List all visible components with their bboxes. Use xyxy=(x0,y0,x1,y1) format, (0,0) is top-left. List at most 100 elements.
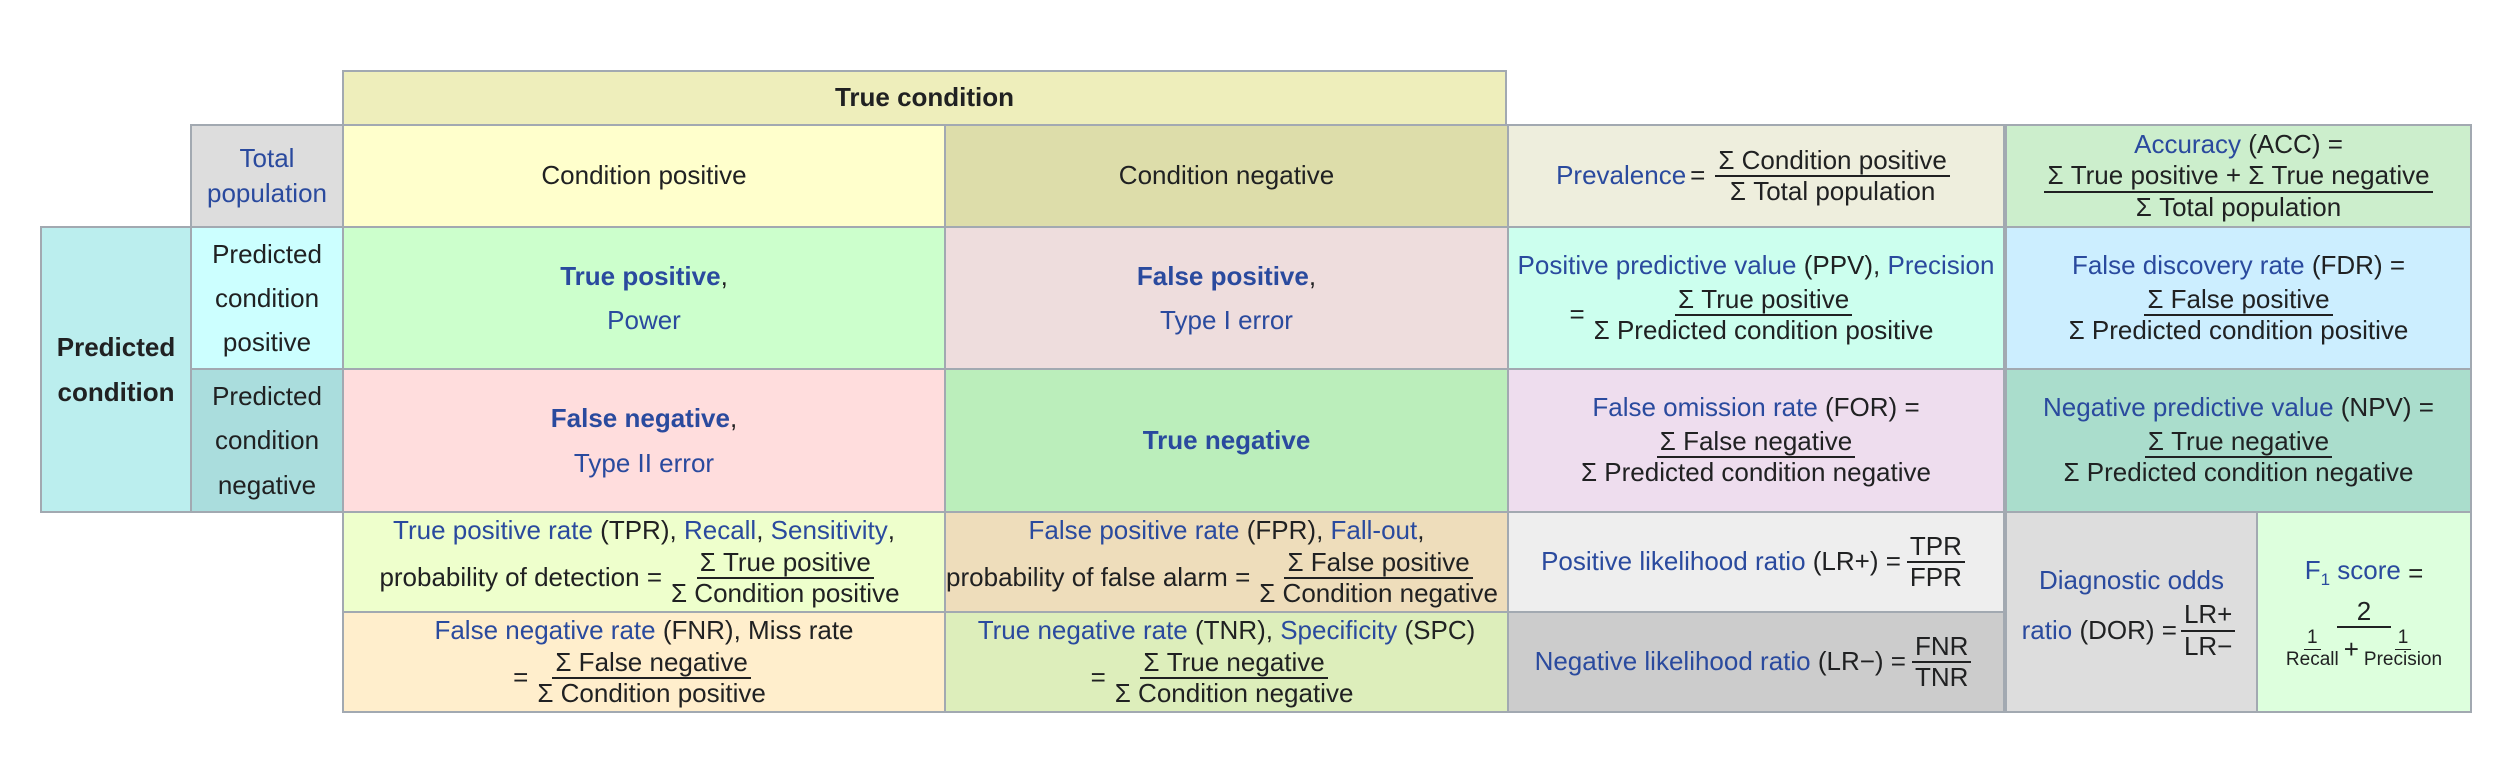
lr-negative-link[interactable]: Negative likelihood ratio xyxy=(1534,646,1811,677)
f1-subscript: 1 xyxy=(2320,570,2331,590)
fall-out-link[interactable]: Fall-out xyxy=(1330,514,1418,545)
ppv-numerator: Σ True positive xyxy=(1675,284,1853,316)
lr-positive-link[interactable]: Positive likelihood ratio xyxy=(1541,546,1806,577)
fpr-cell: False positive rate (FPR), Fall-out, pro… xyxy=(944,511,1509,613)
fpr-prefix: probability of false alarm = xyxy=(946,561,1251,592)
precision-link[interactable]: Precision xyxy=(1887,249,1995,280)
fnr-numerator: Σ False negative xyxy=(552,647,751,679)
dor-abbr: (DOR) = xyxy=(2079,615,2177,645)
tnr-abbr-2: (SPC) xyxy=(1404,614,1476,645)
ppv-cell: Positive predictive value (PPV), Precisi… xyxy=(1507,226,2005,370)
f1-score-word: score xyxy=(2337,555,2401,586)
f1-recall-fraction: 1 Recall xyxy=(2283,627,2342,671)
predicted-positive-header: Predicted condition positive xyxy=(190,226,344,370)
for-denominator: Σ Predicted condition negative xyxy=(1581,457,1931,488)
accuracy-numerator: Σ True positive + Σ True negative xyxy=(2044,161,2433,193)
lr-negative-fraction: FNR TNR xyxy=(1912,631,1972,692)
specificity-link[interactable]: Specificity xyxy=(1280,614,1398,645)
true-condition-header: True condition xyxy=(342,70,1507,126)
tnr-fraction: Σ True negative Σ Condition negative xyxy=(1112,647,1357,708)
npv-numerator: Σ True negative xyxy=(2144,427,2333,459)
for-fraction: Σ False negative Σ Predicted condition n… xyxy=(1578,427,1934,487)
tnr-abbr: (TNR), xyxy=(1195,614,1273,645)
tnr-cell: True negative rate (TNR), Specificity (S… xyxy=(944,611,1509,713)
predicted-positive-label: Predicted condition positive xyxy=(212,238,322,358)
fpr-comma: , xyxy=(1417,514,1425,545)
true-condition-label: True condition xyxy=(834,82,1015,113)
predicted-negative-header: Predicted condition negative xyxy=(190,368,344,513)
f1-fraction: 2 1 Recall + 1 Precision xyxy=(2278,596,2450,671)
tnr-numerator: Σ True negative xyxy=(1140,647,1328,679)
fdr-abbr: (FDR) = xyxy=(2311,249,2406,280)
false-positive-link[interactable]: False positive xyxy=(1136,260,1309,291)
fpr-abbr: (FPR), xyxy=(1246,514,1324,545)
sensitivity-link[interactable]: Sensitivity xyxy=(770,514,888,545)
f1-equals: = xyxy=(2408,557,2424,588)
dor-link-line1[interactable]: Diagnostic odds xyxy=(2039,565,2224,596)
f1-denominator: 1 Recall + 1 Precision xyxy=(2278,627,2450,671)
tpr-comma: , xyxy=(756,514,764,545)
accuracy-link[interactable]: Accuracy xyxy=(2134,129,2242,160)
fpr-link[interactable]: False positive rate xyxy=(1028,514,1240,545)
lr-positive-abbr: (LR+) = xyxy=(1812,546,1901,577)
true-positive-cell: True positive, Power xyxy=(342,226,946,370)
fdr-denominator: Σ Predicted condition positive xyxy=(2068,314,2409,345)
power-link[interactable]: Power xyxy=(607,305,681,335)
ppv-equals: = xyxy=(1569,298,1585,329)
true-negative-link[interactable]: True negative xyxy=(1142,424,1311,455)
f1-score-link[interactable]: F1 score xyxy=(2305,553,2401,592)
prevalence-denominator: Σ Total population xyxy=(1729,176,1936,206)
false-negative-link[interactable]: False negative xyxy=(550,403,730,434)
fpr-fraction: Σ False positive Σ Condition negative xyxy=(1256,547,1501,608)
condition-negative-header: Condition negative xyxy=(944,124,1509,228)
ppv-link[interactable]: Positive predictive value xyxy=(1517,249,1797,280)
tpr-link[interactable]: True positive rate xyxy=(393,514,593,545)
tnr-link[interactable]: True negative rate xyxy=(977,614,1188,645)
npv-denominator: Σ Predicted condition negative xyxy=(2063,457,2414,488)
true-negative-cell: True negative xyxy=(944,368,1509,513)
dor-denominator: LR− xyxy=(2183,630,2233,661)
fdr-link[interactable]: False discovery rate xyxy=(2071,249,2305,280)
ppv-fraction: Σ True positive Σ Predicted condition po… xyxy=(1591,284,1937,345)
lr-positive-numerator: TPR xyxy=(1906,531,1965,563)
condition-negative-label: Condition negative xyxy=(1118,160,1335,191)
total-population-link[interactable]: Total population xyxy=(207,142,327,208)
type-i-error-link[interactable]: Type I error xyxy=(1160,305,1293,335)
fpr-numerator: Σ False positive xyxy=(1284,547,1473,579)
prevalence-equals: = xyxy=(1690,160,1706,191)
tpr-denominator: Σ Condition positive xyxy=(671,577,900,608)
recall-link[interactable]: Recall xyxy=(683,514,757,545)
false-negative-cell: False negative, Type II error xyxy=(342,368,946,513)
npv-cell: Negative predictive value (NPV) = Σ True… xyxy=(2005,368,2472,513)
accuracy-cell: Accuracy (ACC) = Σ True positive + Σ Tru… xyxy=(2005,124,2472,228)
fnr-cell: False negative rate (FNR), Miss rate = Σ… xyxy=(342,611,946,713)
tnr-equals: = xyxy=(1090,661,1106,692)
lr-positive-fraction: TPR FPR xyxy=(1906,531,1965,592)
f1-plus: + xyxy=(2343,633,2359,664)
lr-positive-cell: Positive likelihood ratio (LR+) = TPR FP… xyxy=(1507,511,2005,613)
accuracy-abbr: (ACC) = xyxy=(2248,129,2343,160)
for-numerator: Σ False negative xyxy=(1656,427,1856,459)
f1-precision-den: Precision xyxy=(2363,648,2443,670)
fdr-fraction: Σ False positive Σ Predicted condition p… xyxy=(2066,284,2412,345)
f1-numerator: 2 xyxy=(2336,596,2392,628)
npv-fraction: Σ True negative Σ Predicted condition ne… xyxy=(2061,427,2417,487)
fnr-equals: = xyxy=(513,661,529,692)
tpr-numerator: Σ True positive xyxy=(696,547,874,579)
for-link[interactable]: False omission rate xyxy=(1592,392,1818,423)
ppv-denominator: Σ Predicted condition positive xyxy=(1593,314,1934,345)
fnr-link[interactable]: False negative rate xyxy=(434,614,656,645)
condition-positive-header: Condition positive xyxy=(342,124,946,228)
dor-fraction: LR+ LR− xyxy=(2180,600,2236,661)
prevalence-link[interactable]: Prevalence xyxy=(1556,160,1687,191)
f1-letter: F xyxy=(2304,555,2321,586)
npv-link[interactable]: Negative predictive value xyxy=(2043,392,2334,423)
false-negative-comma: , xyxy=(729,403,738,434)
prevalence-cell: Prevalence = Σ Condition positive Σ Tota… xyxy=(1507,124,2005,228)
fdr-cell: False discovery rate (FDR) = Σ False pos… xyxy=(2005,226,2472,370)
prevalence-fraction: Σ Condition positive Σ Total population xyxy=(1715,145,1950,206)
dor-link-line2[interactable]: ratio xyxy=(2021,615,2073,645)
true-positive-link[interactable]: True positive xyxy=(560,260,721,291)
type-ii-error-link[interactable]: Type II error xyxy=(573,447,715,478)
lr-negative-numerator: FNR xyxy=(1912,631,1972,663)
